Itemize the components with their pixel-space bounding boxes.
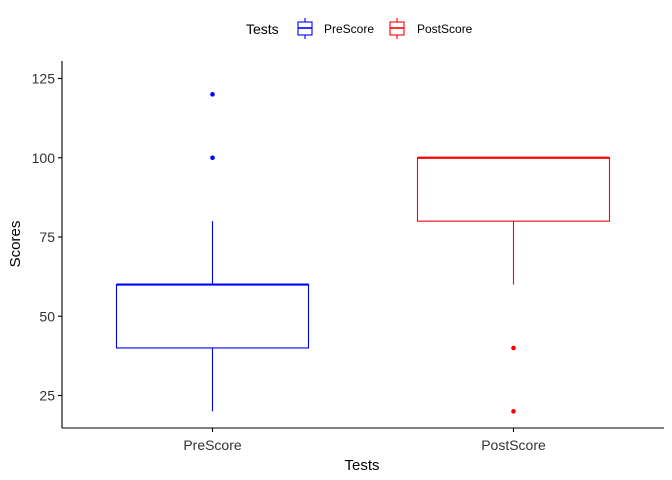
box-prescore — [115, 92, 310, 412]
legend-label: PreScore — [324, 22, 374, 36]
legend-title: Tests — [246, 21, 279, 37]
y-tick-label: 75 — [39, 229, 55, 245]
y-tick-label: 125 — [32, 71, 56, 87]
iqr-box — [115, 283, 310, 349]
outlier-point — [511, 409, 516, 414]
legend: Tests PreScore PostScore — [246, 18, 473, 39]
y-axis-title: Scores — [7, 221, 24, 268]
legend-key-postscore — [389, 18, 405, 39]
outlier-point — [210, 92, 215, 97]
legend-key-prescore — [297, 18, 313, 39]
outlier-point — [511, 345, 516, 351]
y-tick-label: 50 — [39, 308, 55, 324]
iqr-box — [416, 157, 611, 222]
x-axis-title: Tests — [344, 457, 379, 474]
x-tick-label: PostScore — [481, 437, 546, 453]
y-tick-label: 100 — [32, 150, 56, 166]
y-tick-label: 25 — [39, 388, 55, 404]
x-tick-label: PreScore — [183, 437, 242, 453]
box-postscore — [416, 156, 611, 414]
outlier-point — [210, 155, 215, 161]
legend-label: PostScore — [417, 22, 473, 36]
